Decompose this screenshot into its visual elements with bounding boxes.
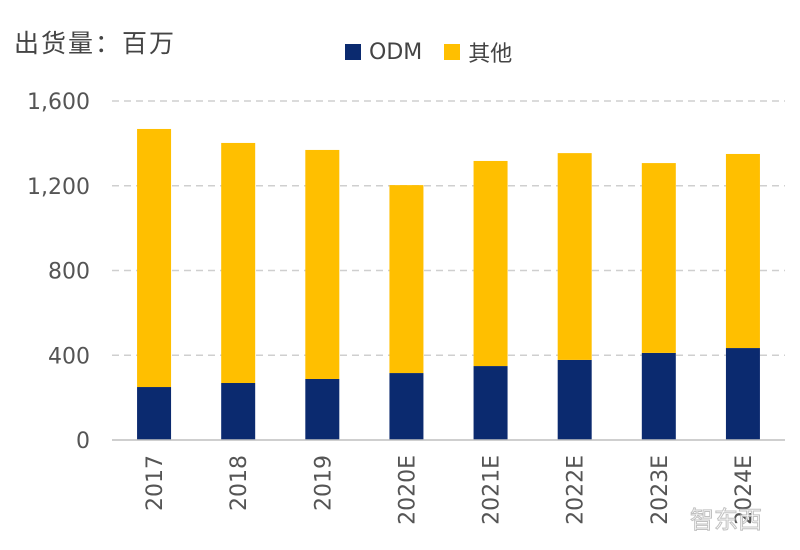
- bar-odm: [221, 383, 256, 440]
- chart-title: 出货量：百万: [14, 29, 177, 58]
- y-tick-label: 1,200: [27, 175, 90, 200]
- bar-odm: [389, 373, 424, 440]
- x-tick-label: 2023E: [648, 455, 673, 525]
- bar-odm: [137, 387, 172, 440]
- x-tick-label: 2024E: [732, 455, 757, 525]
- watermark-logo: 智东西: [690, 506, 763, 535]
- bar-odm: [305, 378, 340, 440]
- x-tick-label: 2019: [311, 455, 336, 511]
- legend-label: 其他: [468, 42, 513, 67]
- y-tick-label: 0: [76, 429, 90, 454]
- legend-swatch-other: [444, 44, 461, 60]
- y-tick-label: 1,600: [27, 90, 90, 115]
- x-tick-label: 2018: [227, 455, 252, 511]
- bar-odm: [725, 348, 760, 440]
- bar-other: [389, 185, 424, 374]
- bar-other: [557, 153, 592, 360]
- bar-other: [473, 160, 508, 367]
- bar-other: [725, 153, 760, 349]
- legend-label: ODM: [369, 39, 423, 65]
- bar-other: [221, 142, 256, 384]
- legend: ODM 其他: [345, 36, 512, 68]
- legend-swatch-odm: [345, 44, 361, 60]
- bar-odm: [473, 366, 508, 440]
- y-tick-label: 400: [48, 344, 90, 369]
- bar-other: [137, 128, 172, 388]
- bar-other: [641, 163, 676, 353]
- bar-other: [305, 149, 340, 379]
- x-tick-label: 2022E: [564, 455, 589, 525]
- y-tick-label: 800: [48, 260, 90, 285]
- x-tick-label: 2020E: [395, 455, 420, 525]
- bar-odm: [557, 359, 592, 440]
- x-tick-label: 2021E: [480, 455, 505, 525]
- legend-item-odm: ODM: [345, 40, 422, 65]
- x-tick-label: 2017: [143, 455, 168, 511]
- legend-item-other: 其他: [444, 36, 512, 68]
- bar-odm: [641, 352, 676, 440]
